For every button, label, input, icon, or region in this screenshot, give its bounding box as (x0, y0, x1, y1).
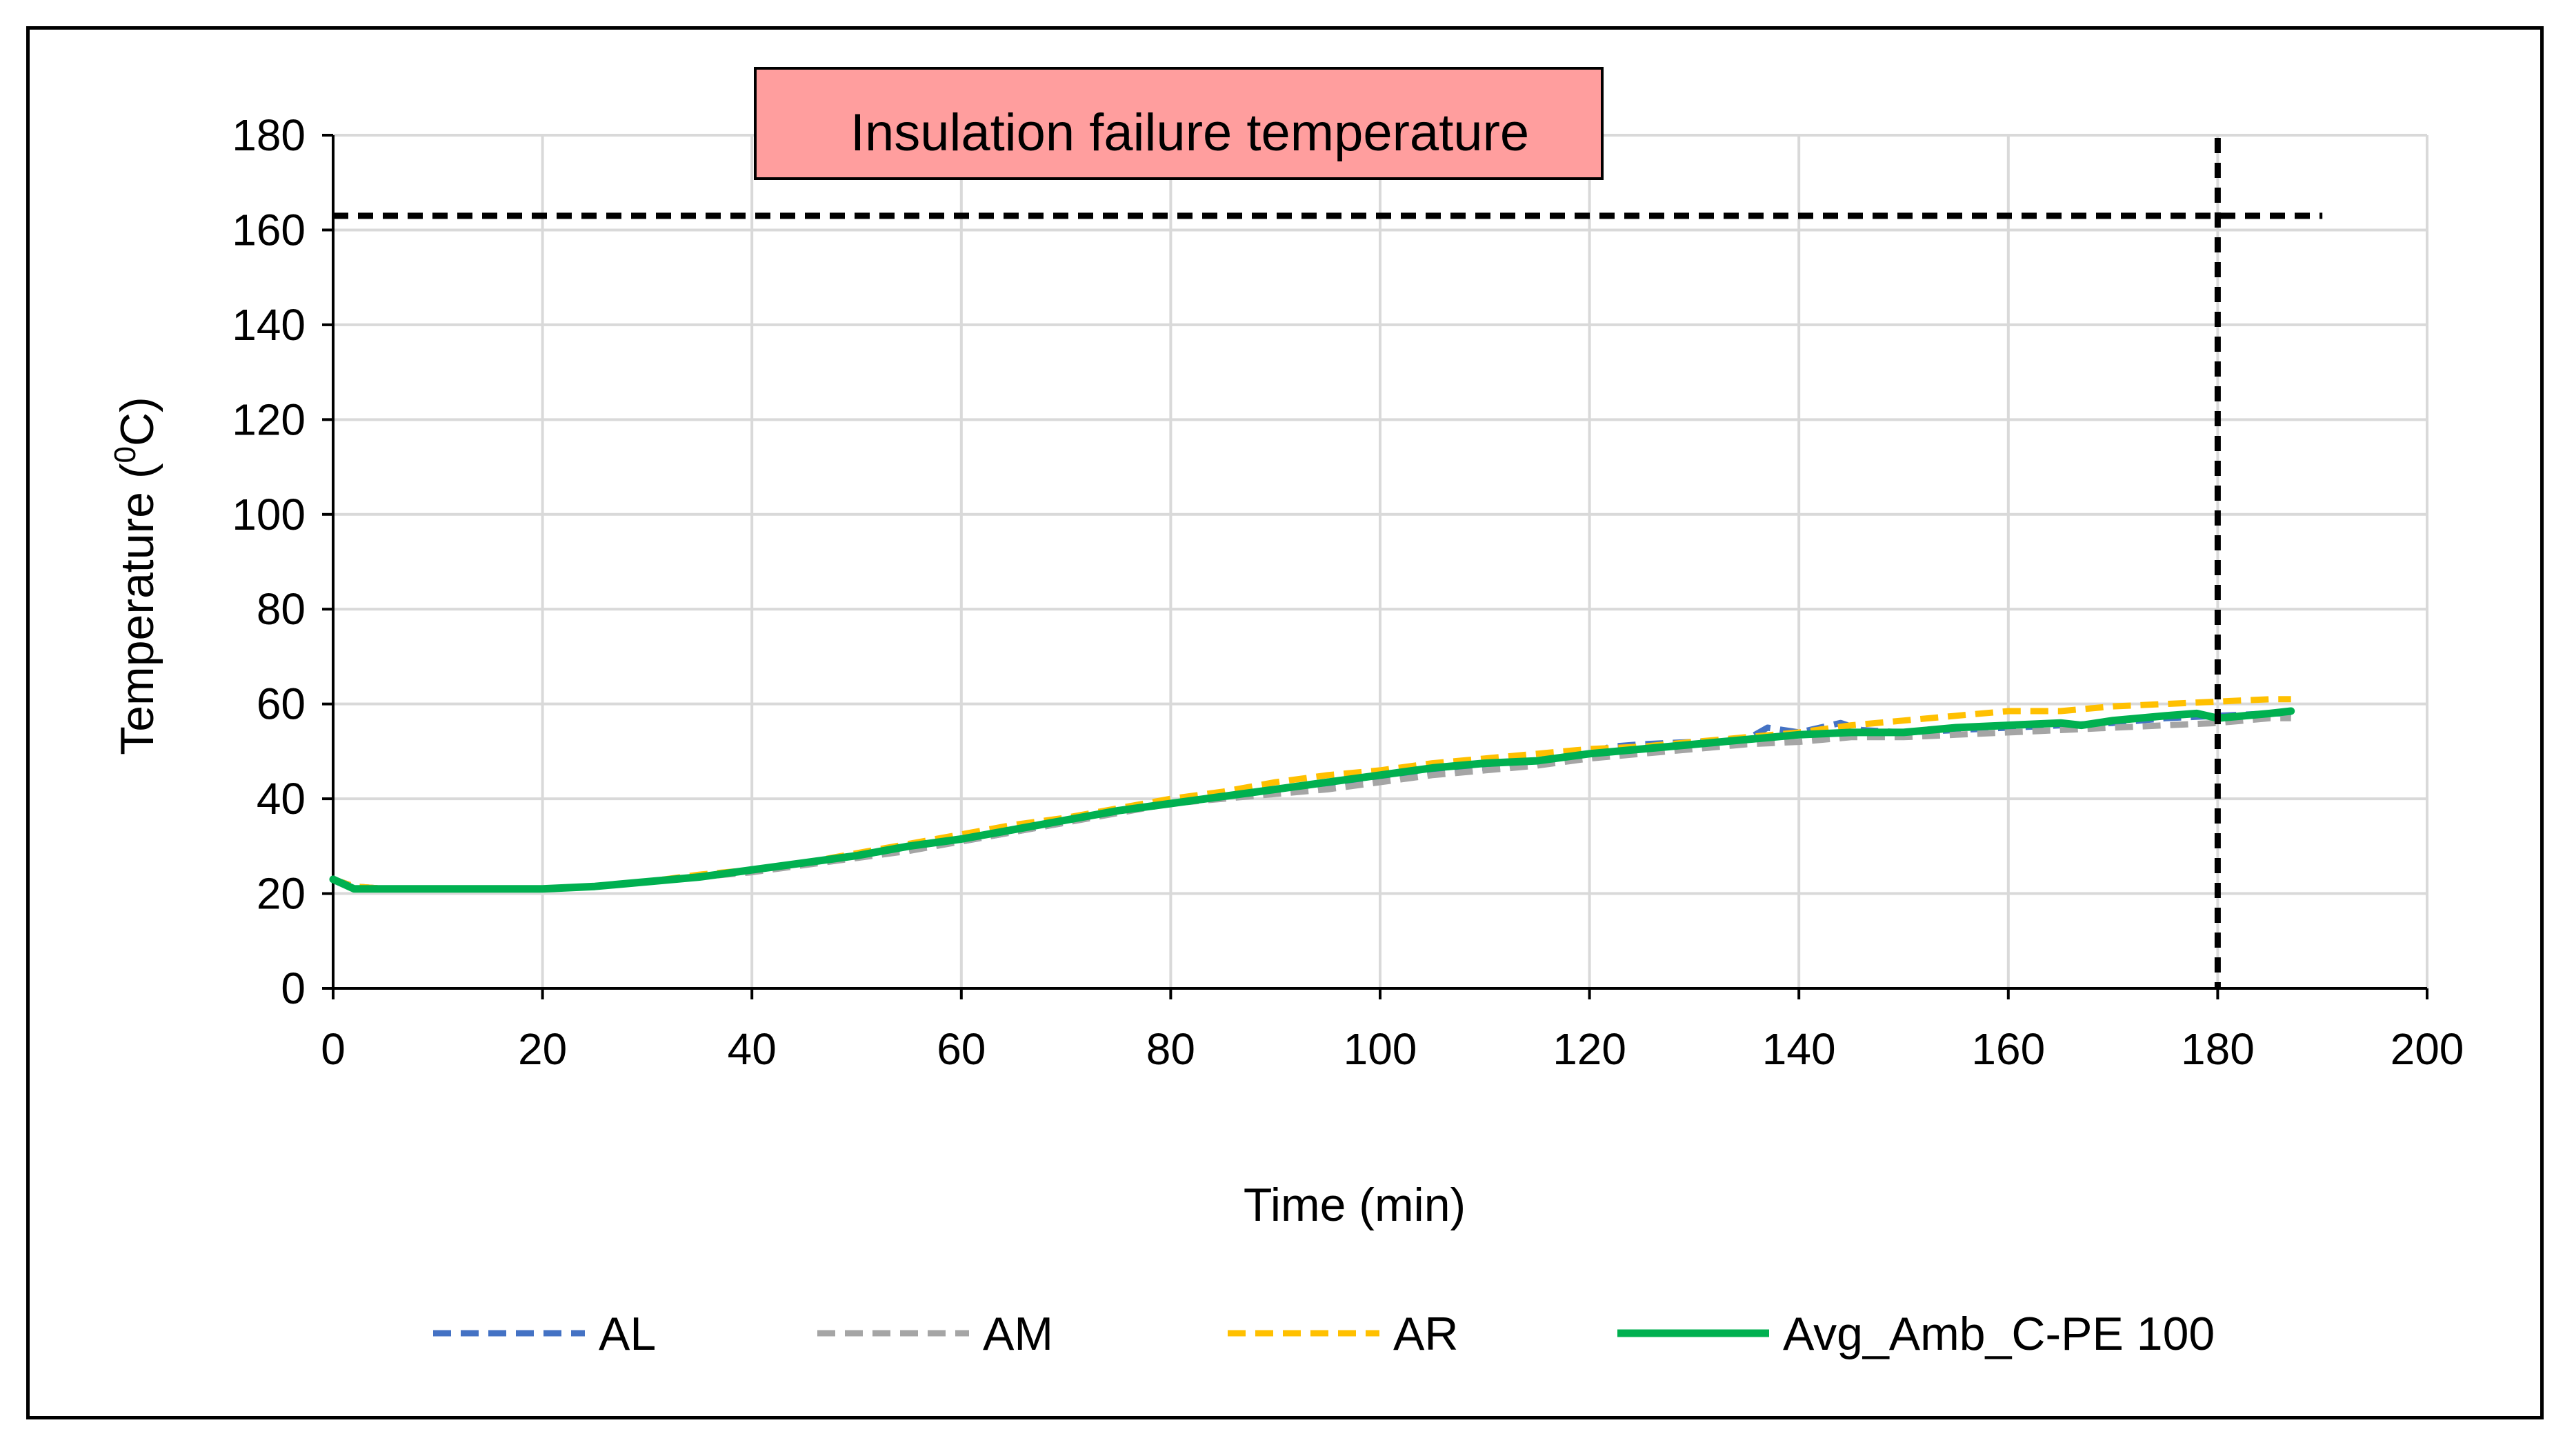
callout-text: Insulation failure temperature (850, 103, 1529, 162)
reference-lines (333, 138, 2323, 988)
series-line-avg-amb-c-pe-100 (329, 707, 2295, 893)
y-tick-label: 120 (232, 395, 306, 444)
y-tick-label: 100 (232, 490, 306, 539)
y-tick-label: 20 (257, 869, 306, 919)
y-tick-label: 140 (232, 300, 306, 350)
x-tick-label: 180 (2181, 1024, 2255, 1074)
insulation-failure-callout: Insulation failure temperature (754, 67, 1604, 180)
series-lines (329, 696, 2295, 893)
y-tick-label: 40 (257, 774, 306, 824)
y-tick-label: 0 (281, 964, 306, 1013)
y-axis-title-unit: C) (111, 397, 163, 446)
y-axis-title-superscript: 0 (108, 446, 142, 463)
x-tick-label: 160 (1971, 1024, 2045, 1074)
x-tick-label: 60 (937, 1024, 986, 1074)
gridlines (333, 134, 2428, 988)
x-tick-label: 100 (1344, 1024, 1417, 1074)
y-axis-title-main: Temperature ( (111, 463, 163, 755)
legend-label: Avg_Amb_C-PE 100 (1783, 1308, 2215, 1360)
legend-label: AL (599, 1308, 656, 1360)
legend-label: AR (1393, 1308, 1458, 1360)
legend-label: AM (983, 1308, 1053, 1360)
series-line-am (332, 715, 2291, 892)
x-tick-label: 200 (2391, 1024, 2464, 1074)
y-tick-label: 180 (232, 110, 306, 160)
x-tick-label: 0 (321, 1024, 346, 1074)
y-tick-label: 80 (257, 584, 306, 634)
callout-box (754, 67, 1604, 180)
x-tick-label: 40 (728, 1024, 777, 1074)
x-tick-label: 80 (1146, 1024, 1195, 1074)
y-tick-label: 160 (232, 205, 306, 255)
x-tick-labels: 0 20 40 60 80 100 120 140 160 180 200 (321, 1024, 2464, 1074)
axes (322, 134, 2428, 999)
y-tick-label: 60 (257, 679, 306, 729)
legend: AL AM AR Avg_Amb_C-PE 100 (433, 1308, 2215, 1360)
x-tick-label: 120 (1553, 1024, 1626, 1074)
x-axis-title: Time (min) (1244, 1179, 1466, 1231)
x-tick-label: 20 (518, 1024, 567, 1074)
y-tick-labels: 0 20 40 60 80 100 120 140 160 180 (232, 110, 306, 1013)
y-axis-title: Temperature (0C) (108, 397, 163, 755)
series-line-al (332, 710, 2291, 892)
x-tick-label: 140 (1762, 1024, 1836, 1074)
